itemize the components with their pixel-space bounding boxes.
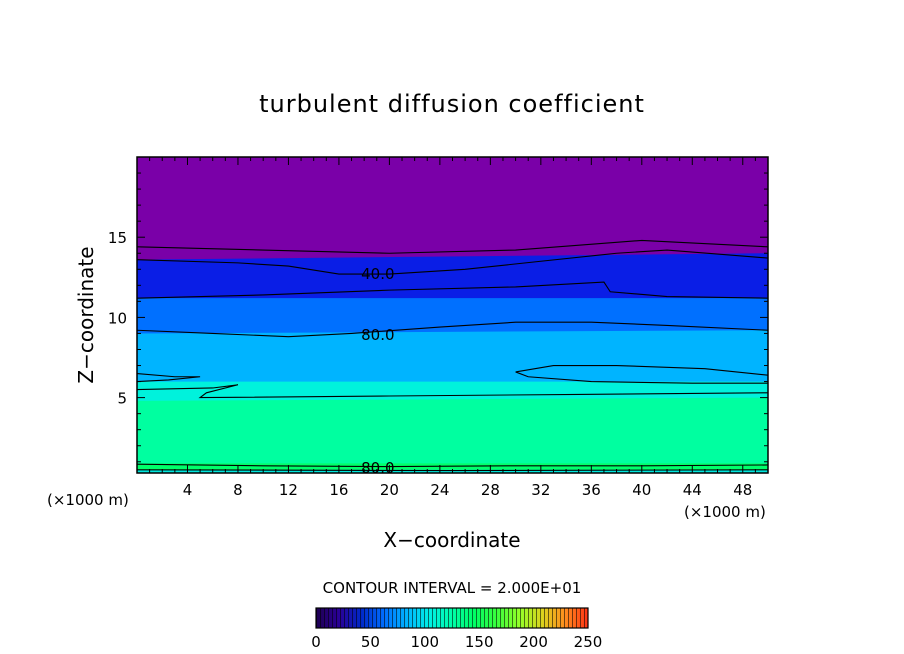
colorbar-tick-label: 150 xyxy=(465,633,494,651)
x-tick-label: 20 xyxy=(380,481,399,499)
field-band-4 xyxy=(137,397,768,473)
plot-area xyxy=(137,157,768,473)
contour-line-4 xyxy=(137,373,201,383)
contour-line-3 xyxy=(137,321,768,338)
contour-label: 80.0 xyxy=(361,326,394,344)
y-tick-label: 15 xyxy=(108,229,127,247)
contour-line-1 xyxy=(137,249,768,275)
x-tick-label: 4 xyxy=(183,481,193,499)
colorbar-tick-label: 200 xyxy=(519,633,548,651)
contour-label: 40.0 xyxy=(361,265,394,283)
x-unit-right: (×1000 m) xyxy=(684,503,766,521)
contour-line-6 xyxy=(515,364,768,384)
x-tick-label: 44 xyxy=(683,481,702,499)
y-axis-label: Z−coordinate xyxy=(74,246,98,383)
colorbar-frame xyxy=(315,607,589,629)
contour-line-5 xyxy=(137,384,768,399)
x-axis-ticks: 4 8 12 16 20 24 28 32 36 40 44 48 xyxy=(136,157,769,499)
x-unit-left: (×1000 m) xyxy=(47,491,129,509)
colorbar-tick-label: 100 xyxy=(410,633,439,651)
x-tick-label: 24 xyxy=(430,481,449,499)
contour-line-0 xyxy=(137,239,768,254)
colorbar-tick-label: 50 xyxy=(361,633,380,651)
x-tick-label: 48 xyxy=(733,481,752,499)
contour-interval-label: CONTOUR INTERVAL = 2.000E+01 xyxy=(323,579,582,597)
x-tick-label: 8 xyxy=(233,481,243,499)
colorbar-tick-label: 250 xyxy=(574,633,603,651)
y-axis-ticks: 5 10 15 xyxy=(108,172,768,463)
x-axis-label: X−coordinate xyxy=(383,528,520,552)
contour-line-2 xyxy=(137,281,768,299)
x-tick-label: 36 xyxy=(582,481,601,499)
x-tick-label: 40 xyxy=(632,481,651,499)
y-tick-label: 10 xyxy=(108,309,127,327)
contour-label: 80.0 xyxy=(361,459,394,477)
colorbar-tick-label: 0 xyxy=(311,633,321,651)
colorbar-hatch xyxy=(316,608,588,628)
y-tick-label: 5 xyxy=(117,390,127,408)
x-tick-label: 16 xyxy=(329,481,348,499)
contour-line-7 xyxy=(137,463,768,468)
x-tick-label: 12 xyxy=(279,481,298,499)
x-tick-label: 32 xyxy=(531,481,550,499)
x-tick-label: 28 xyxy=(481,481,500,499)
chart-title: turbulent diffusion coefficient xyxy=(259,90,645,118)
colorbar: 0 50 100 150 200 250 xyxy=(311,607,603,651)
